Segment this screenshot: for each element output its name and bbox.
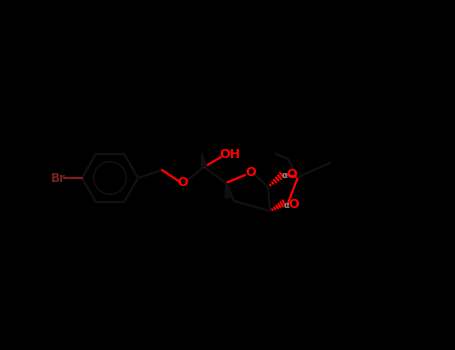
Text: Br: Br	[51, 172, 66, 184]
Text: α: α	[282, 172, 288, 181]
Text: O: O	[246, 167, 256, 180]
Text: O: O	[287, 168, 297, 181]
Text: OH: OH	[219, 147, 241, 161]
Text: O: O	[288, 197, 299, 210]
Text: α: α	[284, 201, 290, 210]
Text: O: O	[178, 175, 188, 189]
Polygon shape	[201, 153, 207, 167]
